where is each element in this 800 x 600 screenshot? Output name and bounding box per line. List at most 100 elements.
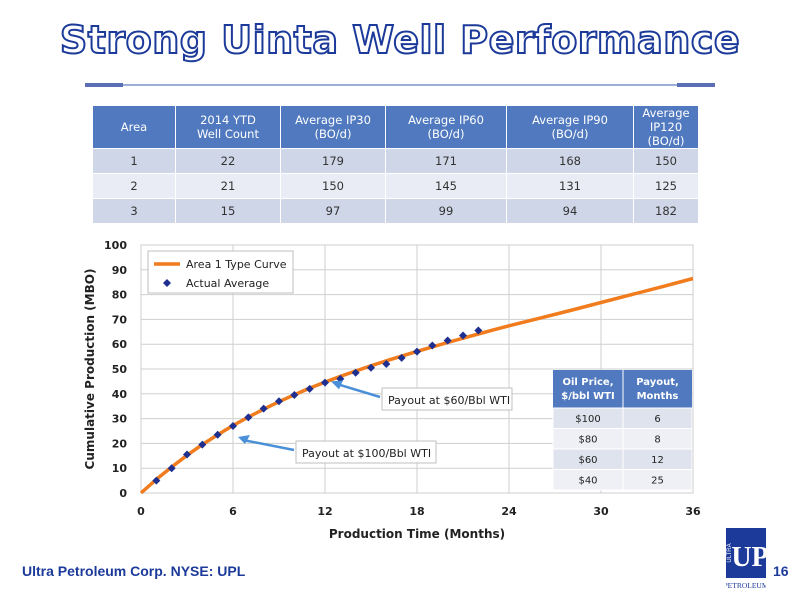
actual-average-point	[167, 464, 176, 473]
header-area: Area	[93, 106, 176, 149]
x-tick-label: 18	[409, 505, 424, 518]
payout-cell-text: $100	[575, 414, 600, 425]
annotation-box	[381, 387, 513, 411]
y-tick-label: 60	[112, 338, 128, 351]
table-cell: 1	[93, 148, 176, 174]
actual-average-point	[183, 450, 191, 459]
payout-cell	[622, 469, 693, 491]
payout-header-label: Months	[637, 391, 679, 402]
annotation-box	[295, 440, 437, 464]
logo-box	[726, 528, 766, 578]
actual-average-point	[428, 341, 437, 350]
y-tick-label: 100	[104, 239, 127, 252]
y-tick-label: 90	[112, 264, 128, 277]
table-cell: 150	[280, 173, 386, 199]
table-cell: 94	[506, 198, 634, 223]
table-cell: 2	[93, 173, 176, 199]
header-well-count: 2014 YTD Well Count	[175, 106, 281, 149]
payout-cell-text: 6	[654, 414, 660, 425]
table-cell: 182	[633, 198, 699, 223]
header-ip120: Average IP120 (BO/d)	[633, 106, 699, 149]
page-title: Strong Uinta Well Performance	[59, 17, 741, 63]
actual-average-point	[259, 404, 268, 413]
annotation-arrowhead	[238, 435, 250, 444]
company-logo: UP ULTRA PETROLEUM	[726, 528, 766, 590]
actual-average-point	[351, 368, 360, 377]
actual-average-point	[443, 336, 452, 345]
payout-header-label: $/bbl WTI	[561, 391, 614, 402]
page-number: 16	[773, 563, 789, 579]
annotation-label: Payout at $100/Bbl WTI	[302, 447, 431, 460]
actual-average-point	[321, 378, 329, 387]
y-tick-label: 40	[112, 388, 128, 401]
area-table-header-row: Area 2014 YTD Well Count Average IP30 (BO/…	[93, 106, 699, 149]
logo-mark: UP	[731, 542, 766, 573]
area-table: Area 2014 YTD Well Count Average IP30 (BO/…	[93, 106, 699, 223]
legend-item-label: Area 1 Type Curve	[186, 258, 287, 271]
payout-header-label: Oil Price,	[562, 377, 613, 388]
table-cell: 171	[385, 148, 507, 174]
title-rule	[85, 83, 715, 87]
logo-bottom-text: PETROLEUM	[726, 581, 766, 590]
actual-average-point	[367, 363, 375, 372]
annotation-label: Payout at $60/Bbl WTI	[388, 394, 510, 407]
header-ip30: Average IP30 (BO/d)	[280, 106, 386, 149]
payout-cell-text: 12	[651, 455, 664, 466]
x-tick-label: 6	[229, 505, 237, 518]
footer-company: Ultra Petroleum Corp. NYSE: UPL	[22, 563, 246, 579]
payout-header-label: Payout,	[636, 377, 679, 388]
header-ip60: Average IP60 (BO/d)	[385, 106, 507, 149]
legend-item-label: Actual Average	[186, 277, 269, 290]
actual-average-point	[459, 331, 467, 340]
y-tick-label: 70	[112, 313, 128, 326]
y-tick-label: 20	[112, 437, 128, 450]
title-rule-dash	[85, 83, 123, 87]
table-cell: 97	[280, 198, 386, 223]
actual-average-point	[290, 391, 299, 400]
table-cell: 22	[175, 148, 281, 174]
annotation-arrow	[242, 438, 295, 452]
table-cell: 99	[385, 198, 507, 223]
table-cell: 150	[633, 148, 699, 174]
actual-average-point	[213, 430, 222, 439]
actual-average-point	[305, 384, 314, 393]
annotation-arrow	[334, 382, 381, 399]
legend-marker-swatch	[163, 279, 171, 287]
actual-average-point	[152, 476, 161, 485]
table-cell: 131	[506, 173, 634, 199]
table-cell: 3	[93, 198, 176, 223]
table-cell: 21	[175, 173, 281, 199]
x-tick-label: 0	[137, 505, 145, 518]
x-tick-label: 30	[593, 505, 609, 518]
x-tick-label: 24	[501, 505, 517, 518]
logo-side-text: ULTRA	[727, 543, 733, 562]
payout-cell-text: 8	[654, 435, 660, 446]
x-tick-label: 36	[685, 505, 701, 518]
table-cell: 168	[506, 148, 634, 174]
y-tick-label: 50	[112, 363, 128, 376]
y-tick-label: 10	[112, 462, 128, 475]
actual-average-point	[229, 422, 237, 431]
actual-average-point	[474, 326, 483, 335]
table-row: 2 21 150 145 131 125	[93, 173, 699, 199]
x-tick-label: 12	[317, 505, 332, 518]
title-rule-dash	[677, 83, 715, 87]
actual-average-point	[198, 440, 207, 449]
payout-cell-text: $60	[578, 455, 597, 466]
table-cell: 179	[280, 148, 386, 174]
header-ip90: Average IP90 (BO/d)	[506, 106, 634, 149]
payout-cell-text: $80	[578, 435, 597, 446]
table-row: 1 22 179 171 168 150	[93, 148, 699, 174]
y-axis-label: Cumulative Production (MBO)	[83, 269, 97, 470]
y-tick-label: 0	[119, 487, 127, 500]
actual-average-point	[397, 353, 406, 362]
actual-average-point	[413, 347, 421, 356]
payout-cell-text: 25	[651, 476, 664, 487]
table-cell: 125	[633, 173, 699, 199]
annotation-arrowhead	[331, 380, 343, 390]
table-cell: 145	[385, 173, 507, 199]
payout-cell-text: $40	[578, 476, 597, 487]
y-tick-label: 80	[112, 289, 128, 302]
x-axis-label: Production Time (Months)	[329, 527, 505, 541]
